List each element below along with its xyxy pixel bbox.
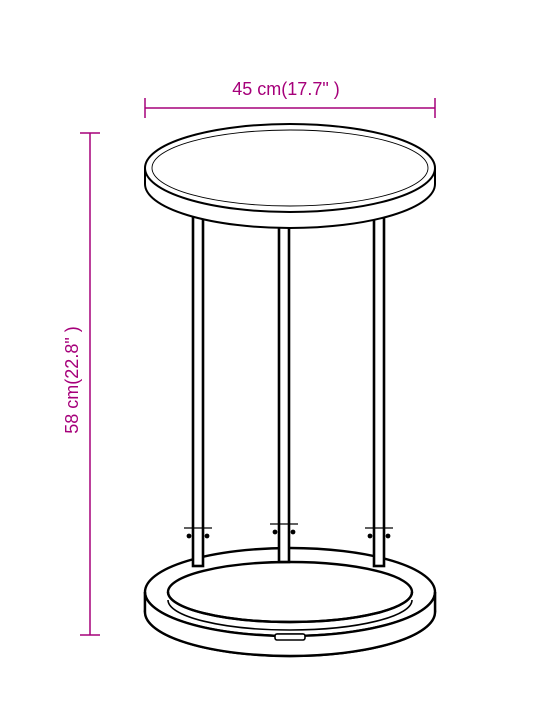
leg-plate-dot xyxy=(386,534,391,539)
table-leg xyxy=(279,212,289,562)
dimension-label-width: 45 cm(17.7" ) xyxy=(232,79,339,99)
dimension-label-height: 58 cm(22.8" ) xyxy=(62,326,82,433)
diagram-stage: 45 cm(17.7" ) 58 cm(22.8" ) xyxy=(0,0,540,720)
leg-plate-dot xyxy=(273,530,278,535)
diagram-svg: 45 cm(17.7" ) 58 cm(22.8" ) xyxy=(0,0,540,720)
leg-plate-dot xyxy=(205,534,210,539)
leg-plate-dot xyxy=(187,534,192,539)
leg-plate-dot xyxy=(368,534,373,539)
base-foot xyxy=(275,634,305,640)
table-leg xyxy=(193,205,203,566)
table-leg xyxy=(374,205,384,566)
table-top-surface xyxy=(145,124,435,212)
leg-plate-dot xyxy=(291,530,296,535)
